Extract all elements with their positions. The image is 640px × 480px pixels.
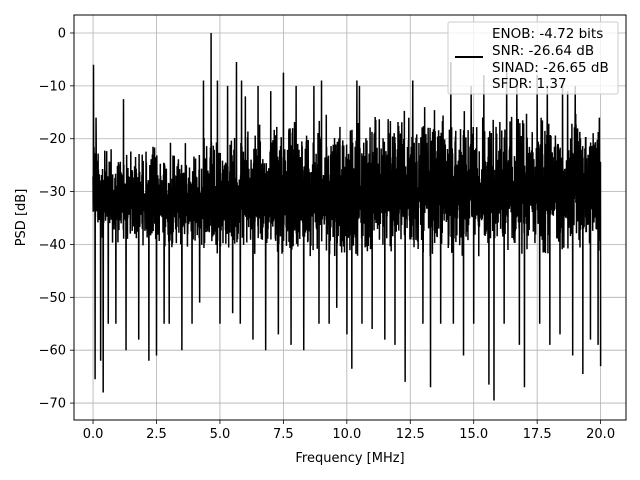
x-axis-ticks: 0.0 2.5 5.0 7.5 10.0 12.5 15.0 17.5 20.0: [83, 420, 615, 442]
x-tick-label: 17.5: [523, 427, 552, 442]
x-tick-label: 0.0: [83, 427, 104, 442]
plot-frame: [73, 14, 627, 421]
legend-box: [447, 21, 619, 95]
legend-sfdr: SFDR: 1.37: [492, 76, 567, 92]
x-tick-label: 7.5: [273, 427, 294, 442]
x-tick-label: 20.0: [586, 427, 615, 442]
legend-sinad: SINAD: -26.65 dB: [492, 60, 609, 76]
y-axis-ticks: 0 −10 −20 −30 −40 −50 −60 −70: [39, 26, 74, 412]
x-tick-label: 2.5: [146, 427, 167, 442]
y-tick-label: −10: [39, 79, 66, 94]
psd-line: [92, 32, 602, 401]
x-tick-label: 12.5: [396, 427, 425, 442]
x-axis-label: Frequency [MHz]: [295, 451, 404, 466]
x-tick-label: 10.0: [332, 427, 361, 442]
x-tick-label: 5.0: [210, 427, 231, 442]
y-tick-label: −50: [39, 291, 66, 306]
legend-enob: ENOB: -4.72 bits: [492, 26, 603, 42]
y-tick-label: 0: [58, 26, 66, 41]
legend: ENOB: -4.72 bits SNR: -26.64 dB SINAD: -…: [447, 21, 619, 95]
legend-snr: SNR: -26.64 dB: [492, 43, 594, 59]
psd-series: [92, 32, 602, 401]
y-tick-label: −30: [39, 185, 66, 200]
y-tick-label: −40: [39, 238, 66, 253]
y-tick-label: −20: [39, 132, 66, 147]
y-tick-label: −60: [39, 344, 66, 359]
x-tick-label: 15.0: [459, 427, 488, 442]
y-axis-label: PSD [dB]: [14, 189, 29, 247]
y-tick-label: −70: [39, 397, 66, 412]
